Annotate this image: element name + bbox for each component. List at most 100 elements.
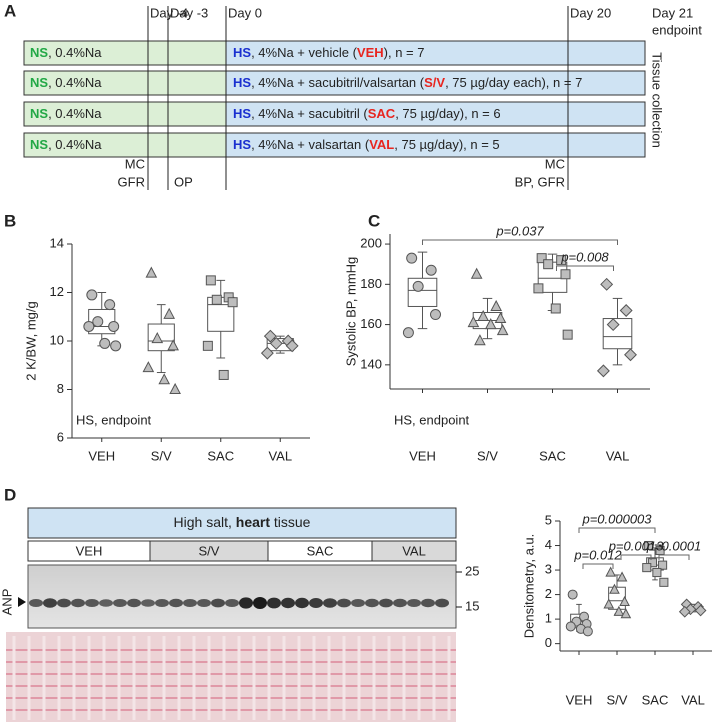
- data-point: [609, 583, 620, 594]
- rich-text: NS, 0.4%Na: [30, 75, 102, 90]
- y-tick-label: 4: [545, 537, 552, 552]
- rich-text: NS, 0.4%Na: [30, 137, 102, 152]
- comparison-bracket: [422, 239, 618, 245]
- panel-letter: C: [368, 211, 380, 230]
- phase-high-salt: [225, 70, 646, 96]
- y-tick-label: 8: [57, 381, 64, 396]
- y-tick-label: 2: [545, 586, 552, 601]
- blot-band: [225, 599, 239, 607]
- text-segment: tissue: [270, 514, 311, 530]
- text-segment: VAL: [369, 137, 394, 152]
- text-segment: NS: [30, 45, 48, 60]
- comparison-bracket: [578, 527, 656, 533]
- group-label: S/V: [199, 543, 220, 558]
- x-tick-label: SAC: [642, 692, 669, 707]
- y-axis-label: Densitometry, a.u.: [521, 534, 536, 639]
- blot-band: [183, 599, 197, 607]
- comparison-bracket: [658, 554, 690, 560]
- blot-band: [407, 599, 421, 607]
- y-tick-label: 12: [50, 284, 64, 299]
- box: [602, 318, 633, 350]
- data-point: [470, 267, 483, 279]
- data-point: [211, 294, 222, 305]
- x-tick-label: VEH: [566, 692, 593, 707]
- blot-image: [27, 564, 457, 629]
- data-point: [658, 560, 668, 570]
- blot-band: [239, 597, 253, 609]
- text-segment: , 4%Na + sacubitril (: [251, 106, 368, 121]
- data-point: [565, 621, 576, 632]
- blot-band: [99, 599, 113, 607]
- text-segment: High salt,: [174, 514, 236, 530]
- data-point: [490, 299, 502, 311]
- data-point: [613, 605, 625, 616]
- data-point: [600, 277, 614, 291]
- phase-normal-salt: [23, 70, 227, 96]
- size-marker: 25: [465, 563, 479, 578]
- endpoint-label: endpoint: [652, 22, 702, 37]
- data-point: [83, 320, 95, 332]
- blot-band: [267, 597, 281, 609]
- blot-band: [281, 597, 295, 609]
- day-label: Day -4: [150, 5, 188, 20]
- y-tick-label: 6: [57, 429, 64, 444]
- rich-text: NS, 0.4%Na: [30, 106, 102, 121]
- y-tick-label: 1: [545, 611, 552, 626]
- group-box: [371, 540, 457, 562]
- y-tick-label: 10: [50, 332, 64, 347]
- group-label: VEH: [76, 543, 103, 558]
- data-point: [218, 369, 229, 380]
- blot-band: [29, 599, 43, 607]
- blot-band: [365, 598, 379, 608]
- text-segment: , 0.4%Na: [48, 106, 102, 121]
- comparison-bracket: [582, 563, 614, 569]
- data-point: [659, 577, 669, 587]
- text-segment: NS: [30, 137, 48, 152]
- rich-text: High salt, heart tissue: [174, 514, 311, 530]
- blot-band: [211, 598, 225, 608]
- data-point: [647, 558, 658, 568]
- x-tick-label: S/V: [151, 448, 172, 463]
- data-point: [655, 545, 665, 555]
- data-point: [151, 332, 164, 344]
- x-tick-label: SAC: [539, 448, 566, 463]
- data-point: [169, 382, 181, 394]
- data-point: [494, 311, 507, 324]
- box: [407, 277, 438, 307]
- data-point: [142, 361, 155, 373]
- blot-title-box: [27, 507, 457, 539]
- blot-band: [197, 599, 211, 607]
- blot-band: [351, 599, 365, 607]
- data-point: [619, 304, 633, 317]
- data-point: [425, 264, 437, 276]
- text-segment: , 0.4%Na: [48, 75, 102, 90]
- data-point: [616, 571, 628, 582]
- blot-band: [85, 599, 99, 607]
- data-point: [86, 289, 98, 301]
- phase-normal-salt: [23, 132, 227, 158]
- text-segment: HS: [233, 106, 251, 121]
- data-point: [642, 563, 652, 573]
- data-point: [412, 280, 424, 292]
- data-point: [99, 337, 111, 349]
- data-point: [644, 540, 654, 551]
- group-label: SAC: [307, 543, 334, 558]
- data-point: [263, 329, 277, 343]
- p-value: p=0.0001: [646, 538, 702, 553]
- text-segment: , 0.4%Na: [48, 137, 102, 152]
- data-point: [145, 266, 158, 278]
- data-point: [496, 324, 509, 336]
- rich-text: HS, 4%Na + sacubitril (SAC, 75 µg/day), …: [233, 106, 501, 121]
- panel-letter: A: [4, 1, 16, 20]
- phase-high-salt: [225, 40, 646, 66]
- data-point: [606, 318, 620, 332]
- event-label: OP: [174, 174, 193, 189]
- blot-band: [155, 599, 169, 607]
- data-point: [562, 329, 573, 340]
- data-point: [167, 339, 179, 351]
- blot-band: [43, 598, 57, 608]
- y-axis-label: Systolic BP, mmHg: [343, 257, 358, 367]
- text-segment: , 4%Na + sacubitril/valsartan (: [251, 75, 425, 90]
- blot-band: [435, 598, 449, 608]
